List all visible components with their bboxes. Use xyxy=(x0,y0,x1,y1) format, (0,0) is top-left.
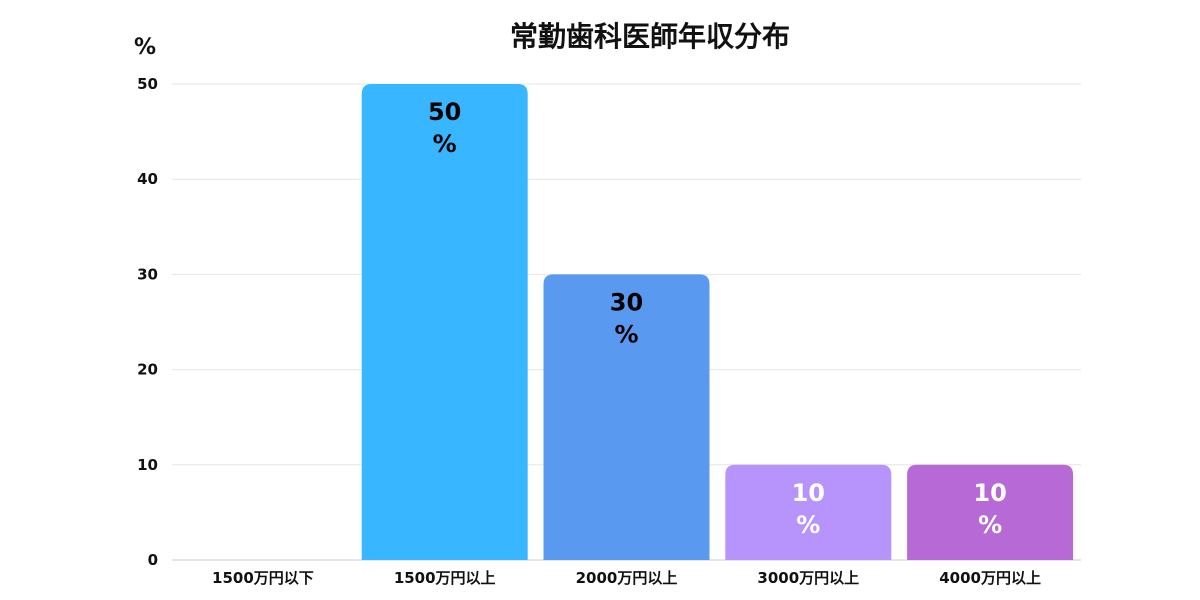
bar-data-label: 10 xyxy=(792,479,825,507)
bars: 50% 30% 10% 10% xyxy=(361,84,1074,560)
bar-data-label: % xyxy=(978,511,1002,539)
x-category-label: 1500万円以上 xyxy=(394,569,496,587)
x-category-label: 2000万円以上 xyxy=(576,569,678,587)
y-tick-label: 20 xyxy=(137,361,158,379)
bar-data-label: % xyxy=(433,130,457,158)
bar xyxy=(907,464,1074,560)
y-tick-label: 0 xyxy=(148,551,158,569)
y-axis-ticks: 0 10 20 30 40 50 xyxy=(137,75,158,569)
bar-data-label: % xyxy=(614,320,638,348)
bar-data-label: 30 xyxy=(610,288,643,316)
y-axis-unit-label: % xyxy=(134,35,156,60)
bar xyxy=(543,274,710,560)
x-category-label: 4000万円以上 xyxy=(939,569,1041,587)
y-tick-label: 50 xyxy=(137,75,158,93)
bar xyxy=(725,464,892,560)
bar-data-label: 10 xyxy=(973,479,1006,507)
x-category-label: 1500万円以下 xyxy=(212,569,314,587)
x-axis-category-labels: 1500万円以下 1500万円以上 2000万円以上 3000万円以上 4000万円以上 xyxy=(212,569,1041,587)
y-tick-label: 30 xyxy=(137,265,158,283)
x-category-label: 3000万円以上 xyxy=(757,569,859,587)
y-tick-label: 40 xyxy=(137,170,158,188)
bar xyxy=(361,84,528,560)
bar-data-label: % xyxy=(796,511,820,539)
y-tick-label: 10 xyxy=(137,456,158,474)
bar-data-label: 50 xyxy=(428,98,461,126)
chart-title: 常勤歯科医師年収分布 xyxy=(510,20,790,53)
